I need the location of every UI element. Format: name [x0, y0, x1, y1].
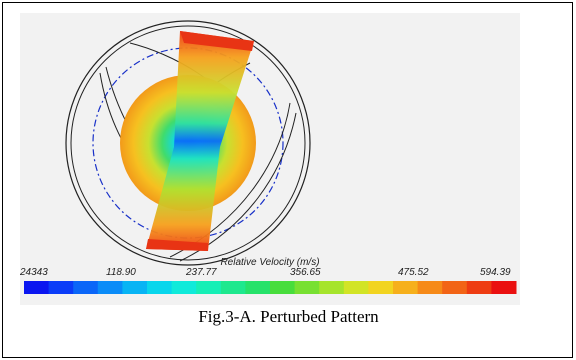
- outer-ring-inner: [70, 25, 306, 261]
- colorbar-title: Relative Velocity (m/s): [220, 257, 320, 268]
- tick-label: 24343: [20, 267, 48, 278]
- tick-label: 356.65: [290, 267, 321, 278]
- tick-label: 475.52: [398, 267, 429, 278]
- figure-caption: Fig.3-A. Perturbed Pattern: [198, 307, 379, 326]
- band-edge-bottom: [146, 239, 208, 251]
- impeller-contour-plot: [65, 20, 311, 266]
- velocity-contour-figure: Relative Velocity (m/s) 24343 118.90 237…: [20, 13, 520, 305]
- perturbed-band: [146, 31, 254, 251]
- tick-label: 594.39: [480, 267, 511, 278]
- band-edge-top: [180, 31, 254, 51]
- tick-label: 118.90: [106, 267, 136, 278]
- tick-label: 237.77: [186, 267, 217, 278]
- outer-ring: [65, 20, 311, 266]
